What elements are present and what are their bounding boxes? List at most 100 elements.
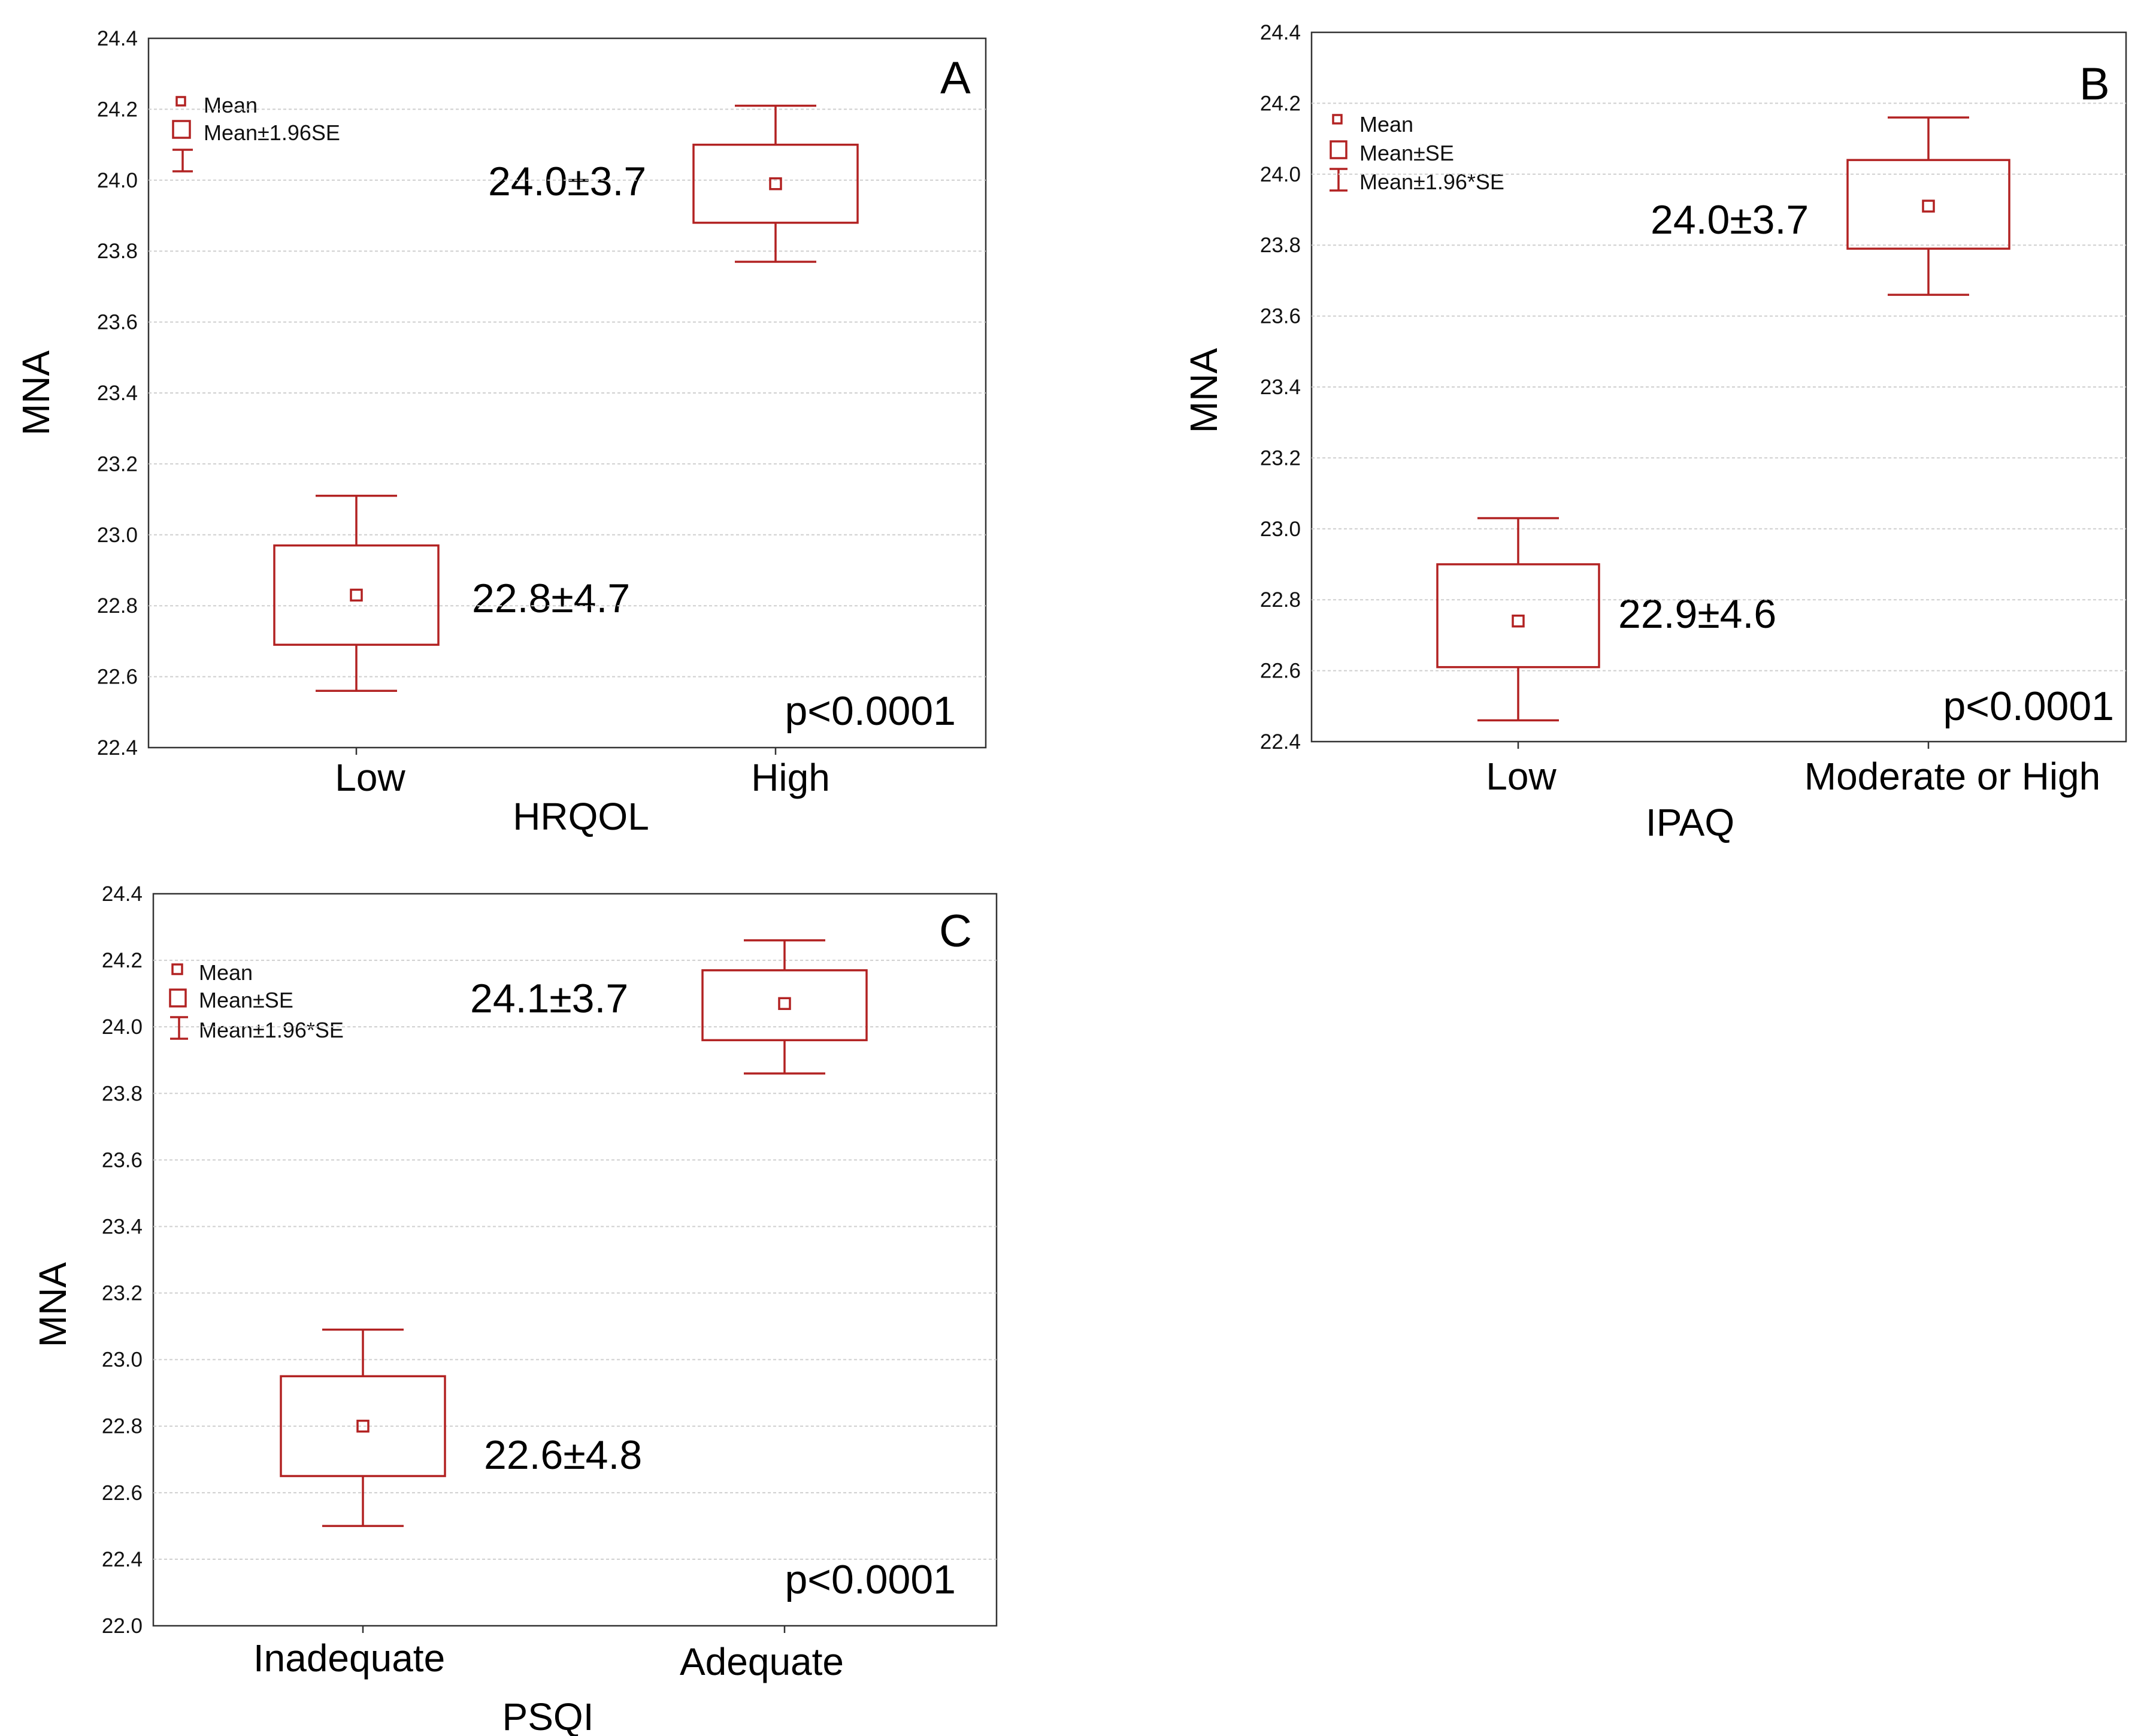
- panel-b: B MNA IPAQ Low Moderate or High 22.9±4.6…: [1182, 21, 2127, 844]
- category-label-a-high: High: [751, 756, 830, 799]
- x-axis-label-a: HRQOL: [513, 795, 649, 838]
- value-annotation-a-high: 24.0±3.7: [488, 159, 646, 204]
- legend-mean-label-a: Mean: [204, 93, 258, 117]
- y-tick-label: 24.2: [97, 98, 138, 121]
- box-c-adequate: [701, 939, 868, 1075]
- y-tick-label: 22.4: [102, 1548, 143, 1571]
- legend-whisker-marker-c: [170, 1016, 188, 1040]
- y-tick-label: 23.0: [1260, 518, 1301, 541]
- legend-ci-label-b: Mean±1.96*SE: [1359, 170, 1504, 194]
- legend-mean-marker-c: [171, 963, 183, 975]
- y-tick-label: 22.8: [97, 594, 138, 618]
- y-tick-label: 23.0: [102, 1348, 143, 1372]
- y-tick-label: 23.6: [102, 1148, 143, 1172]
- plot-frame-c: [152, 893, 998, 1627]
- y-tick-label: 22.6: [102, 1481, 143, 1505]
- y-tick-label: 22.6: [97, 666, 138, 689]
- legend-se-label-b: Mean±SE: [1359, 141, 1454, 165]
- se-box: [280, 1375, 446, 1477]
- y-tick-label: 23.0: [97, 524, 138, 547]
- se-box: [1846, 159, 2010, 250]
- value-annotation-c-inadequate: 22.6±4.8: [484, 1432, 642, 1478]
- y-tick-labels-b: 22.4 22.6 22.8 23.0 23.2 23.4 23.6 23.8 24.0 24.2…: [1260, 21, 1301, 754]
- y-tick-label: 23.6: [97, 311, 138, 334]
- value-annotation-b-high: 24.0±3.7: [1651, 197, 1809, 243]
- p-value-c: p<0.0001: [785, 1557, 956, 1602]
- y-tick-label: 24.0: [102, 1015, 143, 1039]
- mean-marker: [1922, 199, 1935, 213]
- y-tick-label: 24.2: [1260, 92, 1301, 115]
- panel-letter-c: C: [939, 906, 972, 957]
- y-tick-label: 23.8: [1260, 234, 1301, 257]
- value-annotation-a-low: 22.8±4.7: [472, 576, 630, 621]
- legend-whisker-marker-b: [1330, 168, 1348, 192]
- gridlines-c: [153, 960, 997, 1560]
- gridlines-b: [1312, 102, 2126, 672]
- mean-marker: [356, 1419, 370, 1433]
- value-annotation-c-adequate: 24.1±3.7: [470, 976, 628, 1021]
- p-value-b: p<0.0001: [1943, 683, 2114, 729]
- category-label-a-low: Low: [335, 756, 405, 799]
- box-b-moderate-or-high: [1846, 116, 2010, 296]
- panel-c: C MNA PSQI Inadequate Adequate 22.6±4.8 …: [31, 882, 998, 1736]
- legend-ci-label-c: Mean±1.96*SE: [199, 1018, 344, 1042]
- box-b-low: [1436, 517, 1600, 722]
- y-tick-label: 22.6: [1260, 660, 1301, 683]
- legend-mean-label-c: Mean: [199, 960, 253, 985]
- legend-mean-marker-a: [175, 96, 186, 107]
- gridlines-a: [149, 108, 986, 678]
- legend-a: Mean Mean±1.96SE: [172, 93, 340, 173]
- panel-a: A MNA HRQOL Low High 22.8±4.7 24.0±3.7 p…: [14, 27, 987, 838]
- legend-se-label-c: Mean±SE: [199, 988, 293, 1012]
- y-tick-label: 23.4: [102, 1215, 143, 1238]
- legend-se-box-marker-b: [1330, 140, 1348, 159]
- y-tick-label: 22.8: [102, 1415, 143, 1438]
- y-tick-label: 22.4: [97, 736, 138, 760]
- y-tick-label: 23.2: [97, 452, 138, 476]
- category-label-c-inadequate: Inadequate: [253, 1637, 445, 1680]
- se-box: [273, 544, 440, 646]
- mean-marker: [1512, 614, 1525, 628]
- mean-marker: [769, 177, 782, 190]
- category-label-c-adequate: Adequate: [680, 1640, 844, 1683]
- legend-mean-label-b: Mean: [1359, 112, 1413, 137]
- y-tick-label: 22.4: [1260, 730, 1301, 754]
- legend-se-box-marker-c: [169, 988, 187, 1008]
- y-tick-label: 23.2: [102, 1282, 143, 1305]
- y-tick-labels-a: 22.4 22.6 22.8 23.0 23.2 23.4 23.6 23.8 24.0 24.2…: [97, 27, 138, 760]
- x-axis-label-b: IPAQ: [1646, 801, 1734, 844]
- y-tick-label: 24.2: [102, 949, 143, 972]
- y-tick-label: 23.2: [1260, 446, 1301, 470]
- se-box: [1436, 563, 1600, 669]
- y-tick-label: 24.0: [97, 169, 138, 192]
- y-tick-label: 24.4: [97, 27, 138, 50]
- box-a-low: [273, 494, 440, 692]
- legend-b: Mean Mean±SE Mean±1.96*SE: [1330, 112, 1504, 194]
- box-a-high: [692, 104, 859, 263]
- y-axis-label-c: MNA: [31, 1262, 74, 1348]
- box-c-inadequate: [280, 1328, 446, 1528]
- y-tick-label: 22.8: [1260, 588, 1301, 612]
- legend-whisker-marker-a: [172, 149, 193, 173]
- y-axis-label-b: MNA: [1182, 348, 1225, 434]
- mean-marker: [350, 588, 363, 602]
- y-tick-label: 23.4: [97, 382, 138, 405]
- y-tick-label: 24.4: [102, 882, 143, 906]
- category-label-b-high: Moderate or High: [1804, 755, 2100, 798]
- x-axis-label-c: PSQI: [502, 1695, 594, 1736]
- category-label-b-low: Low: [1486, 755, 1557, 798]
- legend-mean-marker-b: [1332, 114, 1343, 125]
- y-tick-label: 23.8: [97, 240, 138, 263]
- se-box: [692, 143, 859, 224]
- panel-letter-b: B: [2079, 59, 2110, 110]
- y-tick-label: 23.4: [1260, 376, 1301, 399]
- y-tick-label: 23.8: [102, 1082, 143, 1105]
- p-value-a: p<0.0001: [785, 688, 956, 734]
- y-tick-label: 22.0: [102, 1614, 143, 1638]
- value-annotation-b-low: 22.9±4.6: [1618, 591, 1776, 637]
- y-tick-label: 24.4: [1260, 21, 1301, 44]
- se-box: [701, 969, 868, 1042]
- panel-letter-a: A: [940, 53, 971, 104]
- y-tick-label: 23.6: [1260, 305, 1301, 328]
